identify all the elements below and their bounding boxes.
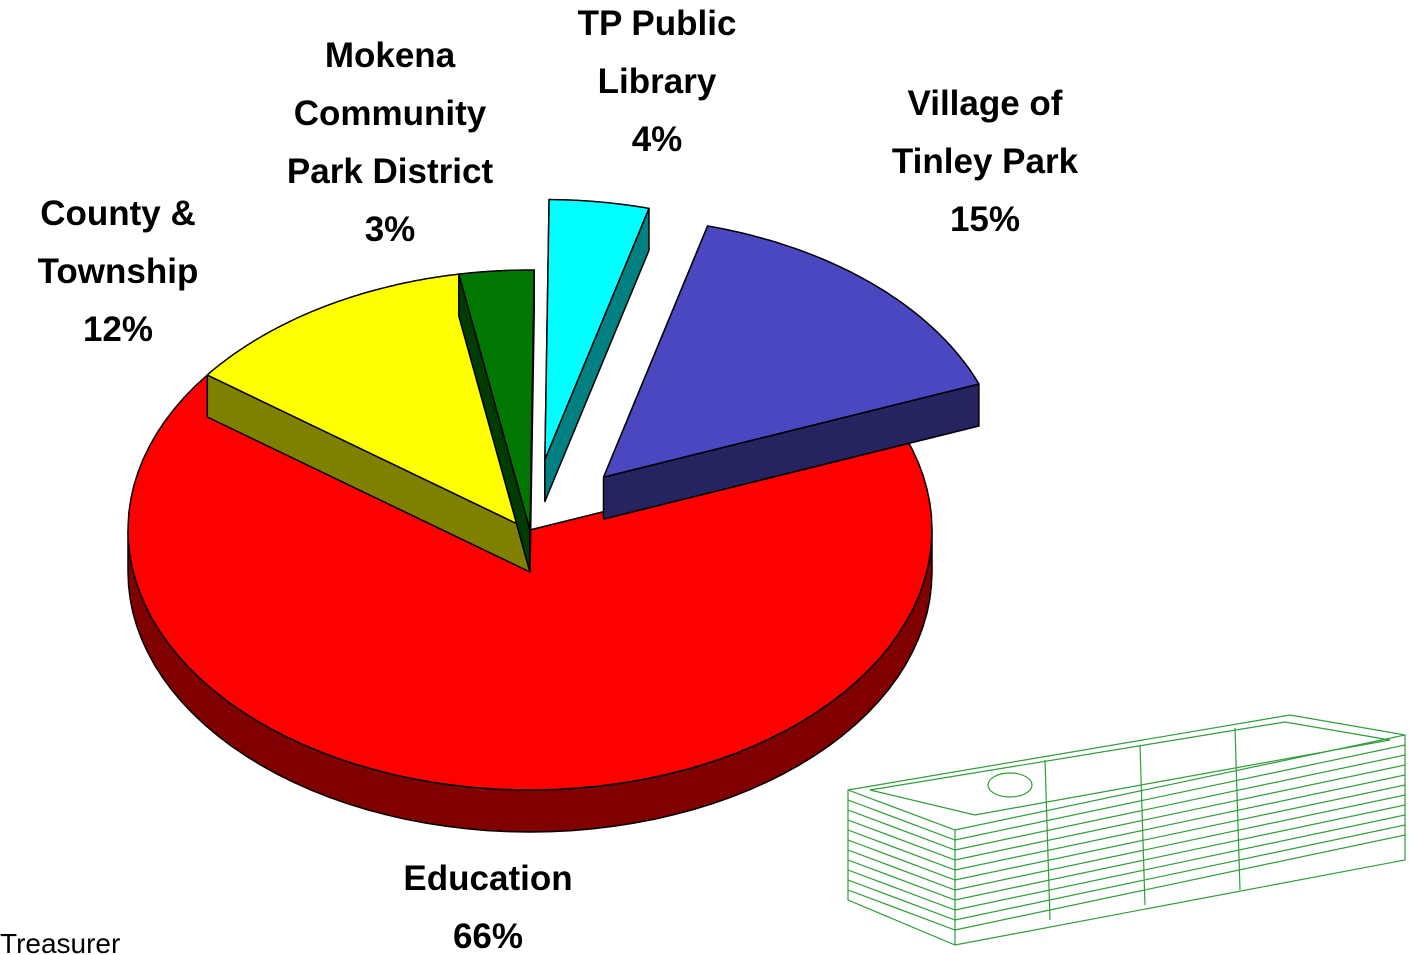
category-label: County & Township bbox=[38, 185, 199, 301]
money-illustration bbox=[848, 715, 1405, 945]
category-label: Mokena Community Park District bbox=[287, 27, 493, 201]
value-label: 4% bbox=[578, 111, 737, 169]
category-label: Education bbox=[403, 850, 572, 908]
value-label: 12% bbox=[38, 301, 199, 359]
value-label: 66% bbox=[403, 908, 572, 955]
value-label: 3% bbox=[287, 201, 493, 259]
category-label: TP Public Library bbox=[578, 0, 737, 111]
page: Treasurer Village of Tinley Park15% Educa… bbox=[0, 0, 1412, 955]
category-label: Village of Tinley Park bbox=[892, 75, 1078, 191]
value-label: 15% bbox=[892, 191, 1078, 249]
footnote: Treasurer bbox=[0, 928, 120, 955]
